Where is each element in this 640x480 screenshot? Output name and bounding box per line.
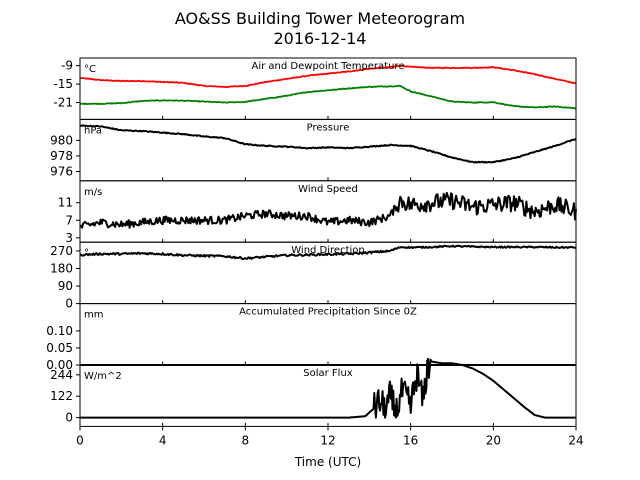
panel-title: Wind Direction [291,245,365,256]
panel-title: Air and Dewpoint Temperature [252,61,405,72]
x-tick-label: 4 [159,433,167,447]
x-tick-label: 16 [403,433,418,447]
panel-unit: ° [84,248,89,259]
figure-title-line1: AO&SS Building Tower Meteorogram [175,9,465,28]
x-tick-label: 24 [568,433,583,447]
y-tick-label: 0 [65,297,73,311]
panel-unit: °C [84,64,96,75]
y-tick-label: 180 [50,262,73,276]
y-tick-label: -15 [53,77,73,91]
y-tick-label: 0.05 [46,341,73,355]
series-line-2 [79,84,577,110]
panel-unit: mm [84,310,103,321]
y-tick-label: 11 [58,196,73,210]
panel-4: 270 180 90 0 Wind Direction ° [50,241,577,311]
y-tick-label: 122 [50,389,73,403]
panel-unit: hPa [84,125,102,136]
panel-unit: m/s [84,187,102,198]
panel-5: 0.10 0.05 0.00 Accumulated Precipitation Si… [46,303,577,372]
y-tick-label: -21 [53,96,73,110]
x-tick-label: 0 [76,433,84,447]
y-tick-label: 978 [50,149,73,163]
y-tick-label: 270 [50,244,73,258]
x-axis: 0 4 8 12 16 20 24 [76,426,584,447]
x-tick-label: 12 [320,433,335,447]
y-tick-label: 0.10 [46,324,73,338]
panels: -9 -15 -21 Air and Dewpoint Temperature °C 98… [46,57,577,427]
y-tick-label: 980 [50,133,73,147]
panel-title: Accumulated Precipitation Since 0Z [239,307,417,318]
series-line-1 [79,357,577,419]
series-line-1 [79,124,577,164]
panel-title: Wind Speed [298,184,358,195]
panel-1: -9 -15 -21 Air and Dewpoint Temperature °C [53,57,577,120]
figure-title-line2: 2016-12-14 [274,29,367,48]
panel-title: Pressure [307,122,350,133]
panel-3: 11 7 3 Wind Speed m/s [58,180,577,245]
series-line-1 [79,64,577,88]
series-line-1 [79,191,577,229]
y-tick-label: 7 [65,213,73,227]
x-tick-label: 8 [242,433,250,447]
y-tick-label: 976 [50,164,73,178]
y-tick-label: 0.00 [46,358,73,372]
y-tick-label: 3 [65,231,73,245]
y-tick-label: 0 [65,411,73,425]
panel-title: Solar Flux [303,368,353,379]
series-line-1 [79,244,576,260]
panel-unit: W/m^2 [84,371,122,382]
x-tick-label: 20 [486,433,501,447]
x-axis-label: Time (UTC) [294,455,361,469]
y-tick-label: 244 [50,368,73,382]
panel-6: 244 122 0 Solar Flux W/m^2 [50,357,577,427]
y-tick-label: 90 [58,279,73,293]
y-tick-label: -9 [61,59,73,73]
